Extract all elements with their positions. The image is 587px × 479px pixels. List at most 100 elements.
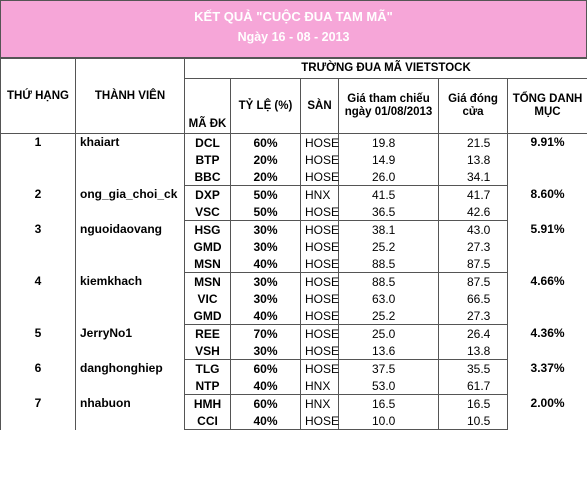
portfolio-total: 4.36% [506, 324, 587, 360]
stock-code: REE [184, 324, 231, 342]
close-price: 21.5 [438, 133, 508, 151]
portfolio-total: 4.66% [506, 272, 587, 325]
portfolio-total: 2.00% [506, 394, 587, 430]
stock-ratio: 40% [230, 412, 301, 430]
close-price: 61.7 [438, 377, 508, 395]
title-date: Ngày 16 - 08 - 2013 [237, 30, 350, 44]
table-row: VSC 50% HOSE 36.5 42.6 [1, 203, 587, 221]
ref-price: 16.5 [338, 394, 439, 412]
close-price: 27.3 [438, 307, 508, 325]
table-row: VIC 30% HOSE 63.0 66.5 [1, 290, 587, 307]
close-price: 41.7 [438, 185, 508, 203]
rank-cell: 2 [0, 185, 76, 221]
member-name: kiemkhach [75, 272, 185, 325]
stock-ratio: 30% [230, 290, 301, 307]
stock-ratio: 40% [230, 377, 301, 395]
ref-price: 63.0 [338, 290, 439, 307]
stock-exchange: HOSE [300, 220, 339, 238]
ref-price: 53.0 [338, 377, 439, 395]
stock-ratio: 30% [230, 272, 301, 290]
member-name: danghonghiep [75, 359, 185, 395]
stock-ratio: 30% [230, 238, 301, 255]
portfolio-total: 5.91% [506, 220, 587, 273]
member-name: nhabuon [75, 394, 185, 430]
stock-exchange: HOSE [300, 290, 339, 307]
stock-code: VIC [184, 290, 231, 307]
table-row: BBC 20% HOSE 26.0 34.1 [1, 168, 587, 186]
stock-ratio: 40% [230, 255, 301, 273]
ref-price: 38.1 [338, 220, 439, 238]
stock-ratio: 50% [230, 203, 301, 221]
close-price: 26.4 [438, 324, 508, 342]
table-row: 2 ong_gia_choi_ck DXP 50% HNX 41.5 41.7 8.60% [0, 185, 587, 221]
rank-cell: 4 [0, 272, 76, 325]
stock-ratio: 70% [230, 324, 301, 342]
ref-price: 19.8 [338, 133, 439, 151]
stock-exchange: HOSE [300, 324, 339, 342]
ref-price: 41.5 [338, 185, 439, 203]
stock-code: VSC [184, 203, 231, 221]
ref-price: 88.5 [338, 255, 439, 273]
stock-code: TLG [184, 359, 231, 377]
portfolio-total: 3.37% [506, 359, 587, 395]
stock-exchange: HOSE [300, 151, 339, 168]
stock-ratio: 60% [230, 359, 301, 377]
rank-cell: 7 [0, 394, 76, 430]
ref-price: 36.5 [338, 203, 439, 221]
ref-price: 37.5 [338, 359, 439, 377]
stock-code: VSH [184, 342, 231, 360]
stock-exchange: HNX [300, 185, 339, 203]
rank-cell: 5 [0, 324, 76, 360]
stock-ratio: 20% [230, 151, 301, 168]
stock-ratio: 20% [230, 168, 301, 186]
close-price: 27.3 [438, 238, 508, 255]
stock-code: BTP [184, 151, 231, 168]
stock-exchange: HOSE [300, 272, 339, 290]
stock-exchange: HOSE [300, 342, 339, 360]
portfolio-total: 8.60% [506, 185, 587, 221]
table-row: GMD 40% HOSE 25.2 27.3 [1, 307, 587, 325]
stock-exchange: HOSE [300, 168, 339, 186]
title-line-1: KẾT QUẢ "CUỘC ĐUA TAM MÃ" [194, 9, 393, 24]
member-name: khaiart [75, 133, 185, 186]
portfolio-total: 9.91% [506, 133, 587, 186]
results-table: THỨ HẠNG THÀNH VIÊN TRƯỜNG ĐUA MÃ VIETST… [0, 58, 587, 430]
header-race: TRƯỜNG ĐUA MÃ VIETSTOCK [183, 58, 587, 79]
stock-code: GMD [184, 307, 231, 325]
close-price: 35.5 [438, 359, 508, 377]
stock-code: DXP [184, 185, 231, 203]
stock-exchange: HOSE [300, 238, 339, 255]
results-body: 1 khaiart DCL 60% HOSE 19.8 21.5 9.91% BTP 20% HOS… [0, 133, 587, 430]
header-close-price: Giá đóng cửa [438, 78, 508, 134]
table-row: GMD 30% HOSE 25.2 27.3 [1, 238, 587, 255]
close-price: 42.6 [438, 203, 508, 221]
close-price: 66.5 [438, 290, 508, 307]
table-row: VSH 30% HOSE 13.6 13.8 [1, 342, 587, 360]
stock-exchange: HOSE [300, 359, 339, 377]
stock-code: NTP [184, 377, 231, 395]
close-price: 34.1 [438, 168, 508, 186]
table-row: MSN 40% HOSE 88.5 87.5 [1, 255, 587, 273]
header-exchange: SÀN [300, 78, 339, 134]
ref-price: 25.2 [338, 307, 439, 325]
report-title: KẾT QUẢ "CUỘC ĐUA TAM MÃ" Ngày 16 - 08 -… [0, 0, 587, 58]
rank-cell: 3 [0, 220, 76, 273]
stock-exchange: HOSE [300, 203, 339, 221]
close-price: 87.5 [438, 255, 508, 273]
stock-exchange: HNX [300, 377, 339, 395]
stock-code: CCI [184, 412, 231, 430]
member-name: JerryNo1 [75, 324, 185, 360]
stock-exchange: HOSE [300, 412, 339, 430]
stock-exchange: HOSE [300, 255, 339, 273]
stock-exchange: HOSE [300, 307, 339, 325]
ref-price: 25.0 [338, 324, 439, 342]
ref-price: 26.0 [338, 168, 439, 186]
stock-code: GMD [184, 238, 231, 255]
close-price: 87.5 [438, 272, 508, 290]
stock-code: HMH [184, 394, 231, 412]
table-row: 7 nhabuon HMH 60% HNX 16.5 16.5 2.00% [0, 394, 587, 430]
stock-code: BBC [184, 168, 231, 186]
table-row: 4 kiemkhach MSN 30% HOSE 88.5 87.5 4.66% [0, 272, 587, 325]
header-ref-price: Giá tham chiếu ngày 01/08/2013 [338, 78, 439, 134]
rank-cell: 6 [0, 359, 76, 395]
